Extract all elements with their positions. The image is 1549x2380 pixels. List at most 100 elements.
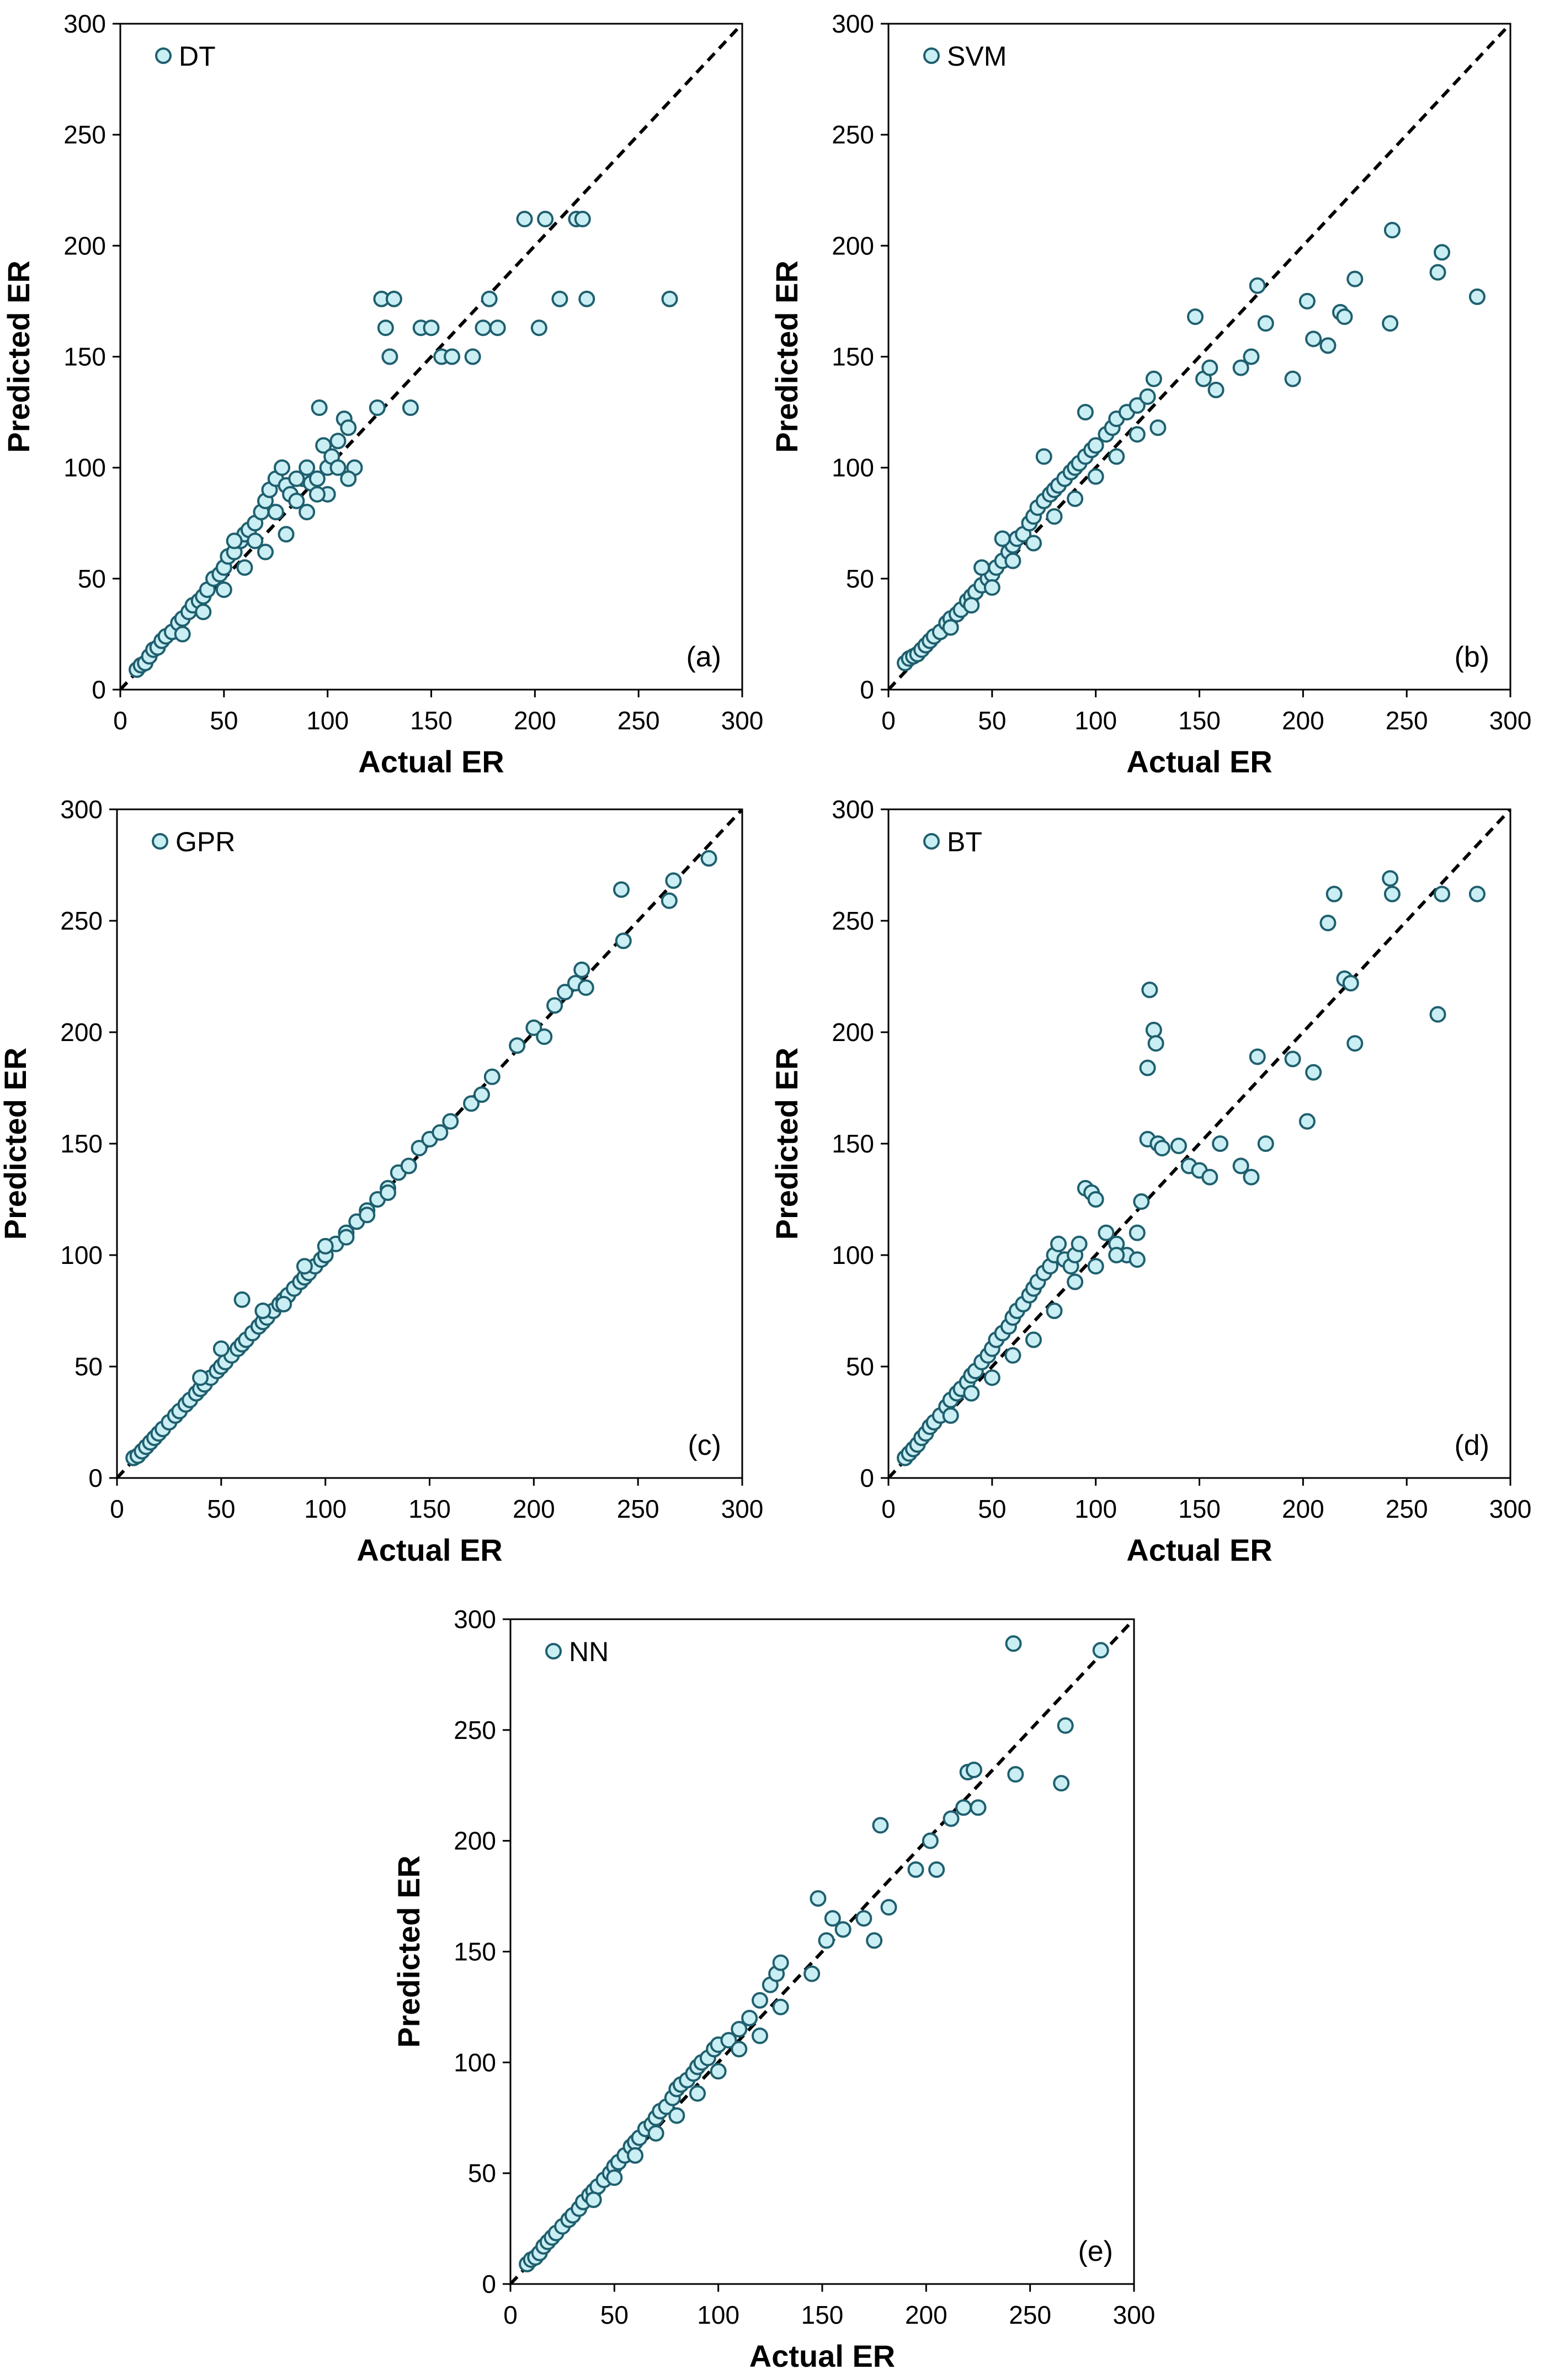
x-tick-label: 100	[306, 706, 349, 735]
data-point	[226, 532, 243, 549]
plot-area	[888, 24, 1510, 690]
data-point	[1305, 330, 1322, 348]
x-tick-label: 150	[408, 1495, 451, 1523]
x-tick-label: 200	[1282, 706, 1324, 735]
y-tick-label: 200	[63, 231, 106, 260]
y-tick-label: 0	[860, 675, 874, 704]
data-point	[212, 1340, 230, 1357]
data-point	[1468, 885, 1486, 903]
plot-area	[510, 1619, 1134, 2284]
data-point	[872, 1817, 889, 1834]
data-point	[627, 2147, 643, 2164]
x-tick-label: 0	[503, 2301, 518, 2329]
data-point	[855, 1910, 872, 1927]
data-point	[1346, 1035, 1364, 1052]
y-tick-label: 200	[454, 1827, 496, 1855]
data-point	[1186, 308, 1204, 325]
data-point	[803, 1965, 821, 1982]
x-tick-label: 300	[721, 706, 764, 735]
data-point	[1087, 437, 1104, 454]
data-point	[525, 1019, 542, 1036]
data-point	[247, 532, 264, 549]
y-tick-label: 250	[63, 120, 106, 149]
data-point	[1153, 1140, 1170, 1157]
legend-marker-icon	[545, 1643, 562, 1659]
x-tick-label: 250	[1386, 706, 1428, 735]
data-point	[536, 1028, 553, 1045]
x-tick-label: 100	[697, 2301, 739, 2329]
data-point	[299, 459, 316, 476]
data-point	[834, 1921, 851, 1938]
data-point	[1232, 359, 1249, 376]
chart-panel-bt: 0 50 100 150 200 250 300 0 50 100 150 200 250 300 Actu…	[769, 795, 1531, 1567]
data-point	[1468, 288, 1486, 305]
data-point	[423, 319, 440, 337]
data-point	[215, 581, 232, 598]
legend-marker-icon	[152, 833, 168, 850]
data-point	[1139, 1059, 1156, 1076]
data-point	[1108, 448, 1125, 465]
y-tick-label: 50	[468, 2159, 496, 2187]
x-tick-label: 0	[881, 706, 896, 735]
data-point	[615, 932, 632, 949]
data-point	[1108, 1247, 1125, 1263]
data-point	[296, 1258, 313, 1275]
data-point	[1147, 1035, 1164, 1052]
data-point	[1212, 1135, 1229, 1152]
data-point	[385, 290, 402, 307]
data-point	[1129, 397, 1146, 414]
data-point	[308, 485, 326, 503]
legend-label: BT	[947, 826, 982, 857]
data-point	[1305, 1064, 1322, 1081]
data-point	[772, 1998, 789, 2015]
data-point	[483, 1068, 501, 1085]
legend-marker-icon	[923, 47, 940, 64]
x-axis-title: Actual ER	[356, 1533, 503, 1567]
x-tick-label: 250	[618, 706, 660, 735]
data-point	[1336, 308, 1353, 325]
data-point	[752, 1992, 768, 2009]
data-point	[1087, 468, 1104, 485]
data-point	[369, 399, 386, 417]
data-point	[710, 2063, 727, 2080]
y-tick-label: 300	[832, 9, 874, 38]
data-point	[254, 1303, 272, 1319]
data-point	[1382, 870, 1399, 887]
data-point	[551, 290, 568, 307]
y-tick-label: 300	[63, 9, 106, 38]
data-point	[942, 1407, 959, 1424]
y-tick-label: 50	[846, 1352, 874, 1381]
data-point	[994, 530, 1011, 547]
data-point	[1071, 1235, 1088, 1252]
data-point	[1170, 1138, 1187, 1155]
data-point	[1098, 1224, 1115, 1241]
y-tick-label: 150	[832, 343, 874, 371]
data-point	[1050, 1235, 1067, 1252]
data-point	[720, 2032, 737, 2049]
x-tick-label: 200	[513, 1495, 555, 1523]
x-tick-label: 0	[881, 1495, 896, 1523]
data-point	[1434, 885, 1451, 903]
data-point	[1319, 337, 1337, 354]
data-point	[530, 319, 547, 337]
data-point	[606, 2169, 623, 2186]
data-point	[942, 619, 959, 636]
x-tick-label: 150	[410, 706, 453, 735]
data-point	[411, 1140, 428, 1157]
y-tick-label: 150	[60, 1129, 103, 1158]
data-point	[340, 419, 357, 436]
data-point	[274, 459, 291, 476]
x-axis-title: Actual ER	[358, 744, 504, 779]
y-tick-label: 200	[832, 1018, 874, 1047]
x-tick-label: 200	[514, 706, 556, 735]
data-point	[475, 319, 492, 337]
data-point	[537, 211, 554, 228]
data-point	[1145, 370, 1162, 387]
x-tick-label: 200	[905, 2301, 948, 2329]
data-point	[1057, 1717, 1074, 1734]
data-point	[1319, 915, 1337, 932]
data-point	[442, 1113, 459, 1130]
data-point	[1005, 1635, 1022, 1652]
data-point	[955, 1799, 972, 1816]
data-point	[1298, 1113, 1316, 1130]
